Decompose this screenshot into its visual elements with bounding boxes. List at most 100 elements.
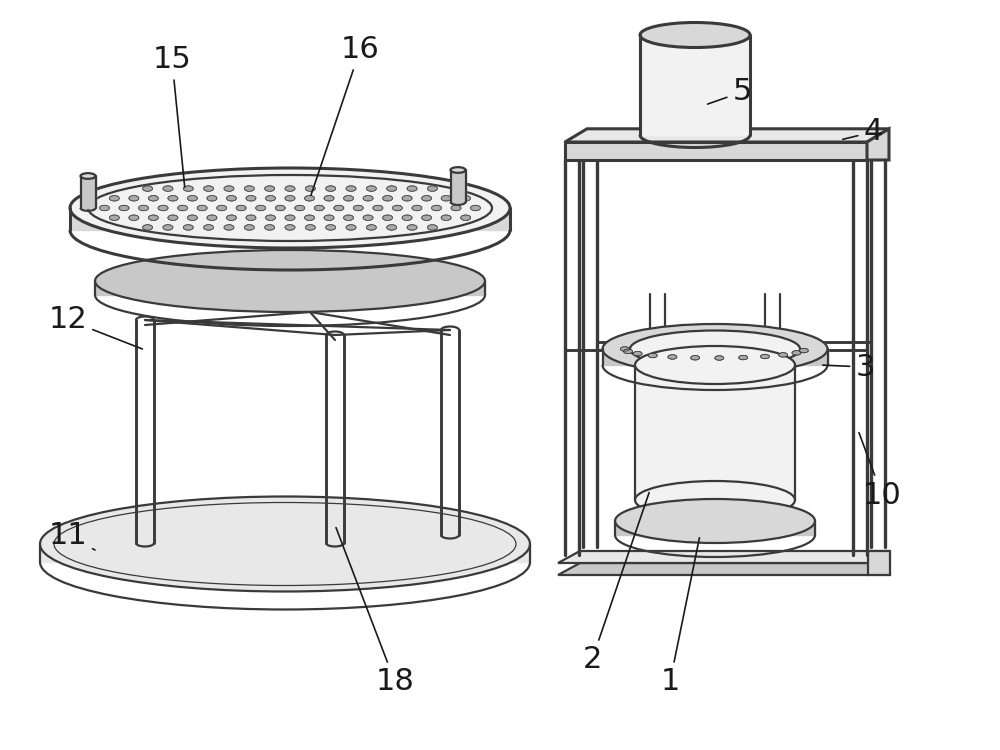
- Ellipse shape: [461, 215, 471, 220]
- Ellipse shape: [715, 356, 724, 360]
- Ellipse shape: [265, 196, 275, 201]
- Ellipse shape: [295, 206, 305, 211]
- Ellipse shape: [363, 215, 373, 220]
- Ellipse shape: [640, 22, 750, 47]
- Polygon shape: [635, 365, 795, 500]
- Ellipse shape: [305, 225, 315, 230]
- Ellipse shape: [143, 186, 153, 191]
- Text: 5: 5: [708, 77, 752, 106]
- Polygon shape: [565, 129, 889, 142]
- Ellipse shape: [427, 225, 437, 230]
- Ellipse shape: [422, 215, 432, 220]
- Ellipse shape: [204, 225, 214, 230]
- Ellipse shape: [285, 225, 295, 230]
- Ellipse shape: [635, 346, 795, 384]
- Ellipse shape: [792, 350, 801, 355]
- Polygon shape: [867, 129, 889, 160]
- Polygon shape: [867, 129, 889, 160]
- Ellipse shape: [265, 225, 275, 230]
- Ellipse shape: [217, 206, 227, 211]
- Polygon shape: [565, 129, 889, 142]
- Ellipse shape: [109, 196, 119, 201]
- Ellipse shape: [246, 215, 256, 220]
- Ellipse shape: [451, 206, 461, 211]
- Ellipse shape: [305, 196, 315, 201]
- Polygon shape: [565, 142, 867, 160]
- Ellipse shape: [226, 215, 236, 220]
- Ellipse shape: [285, 196, 295, 201]
- Ellipse shape: [779, 352, 788, 357]
- Ellipse shape: [326, 225, 336, 230]
- Polygon shape: [95, 281, 485, 295]
- Ellipse shape: [668, 355, 677, 359]
- Ellipse shape: [630, 331, 800, 368]
- Ellipse shape: [366, 225, 376, 230]
- Text: 16: 16: [311, 35, 379, 195]
- Ellipse shape: [366, 186, 376, 191]
- Polygon shape: [640, 35, 750, 135]
- Ellipse shape: [407, 186, 417, 191]
- Ellipse shape: [624, 350, 633, 354]
- Polygon shape: [558, 551, 890, 563]
- Ellipse shape: [635, 481, 795, 519]
- Ellipse shape: [402, 215, 412, 220]
- Ellipse shape: [427, 186, 437, 191]
- Ellipse shape: [441, 196, 451, 201]
- Ellipse shape: [226, 196, 236, 201]
- Text: 12: 12: [49, 305, 142, 349]
- Ellipse shape: [207, 215, 217, 220]
- Ellipse shape: [344, 215, 354, 220]
- Ellipse shape: [387, 186, 397, 191]
- Ellipse shape: [346, 225, 356, 230]
- Ellipse shape: [346, 186, 356, 191]
- Ellipse shape: [207, 196, 217, 201]
- Ellipse shape: [441, 215, 451, 220]
- Ellipse shape: [256, 206, 266, 211]
- Ellipse shape: [620, 346, 629, 351]
- Text: 2: 2: [582, 493, 649, 674]
- Ellipse shape: [80, 173, 96, 178]
- Ellipse shape: [314, 206, 324, 211]
- Ellipse shape: [739, 356, 748, 360]
- Ellipse shape: [691, 356, 700, 360]
- Ellipse shape: [387, 225, 397, 230]
- Polygon shape: [565, 142, 867, 160]
- Polygon shape: [602, 349, 828, 365]
- Text: 3: 3: [823, 352, 875, 382]
- Ellipse shape: [95, 250, 485, 312]
- Ellipse shape: [148, 215, 158, 220]
- Ellipse shape: [244, 186, 254, 191]
- Text: 4: 4: [843, 118, 883, 146]
- Ellipse shape: [168, 215, 178, 220]
- Ellipse shape: [353, 206, 363, 211]
- Polygon shape: [558, 551, 890, 563]
- Text: 1: 1: [660, 538, 699, 697]
- Ellipse shape: [265, 186, 275, 191]
- Text: 10: 10: [859, 433, 901, 509]
- Ellipse shape: [40, 496, 530, 592]
- Ellipse shape: [431, 206, 441, 211]
- Ellipse shape: [70, 168, 510, 248]
- Ellipse shape: [100, 206, 110, 211]
- Ellipse shape: [450, 167, 466, 172]
- Ellipse shape: [139, 206, 149, 211]
- Ellipse shape: [244, 225, 254, 230]
- Text: 15: 15: [153, 46, 191, 188]
- Ellipse shape: [197, 206, 207, 211]
- Polygon shape: [868, 551, 890, 575]
- Ellipse shape: [236, 206, 246, 211]
- Ellipse shape: [143, 225, 153, 230]
- Ellipse shape: [615, 499, 815, 543]
- Ellipse shape: [224, 186, 234, 191]
- Ellipse shape: [602, 324, 828, 374]
- Ellipse shape: [163, 225, 173, 230]
- Ellipse shape: [204, 186, 214, 191]
- Ellipse shape: [471, 206, 480, 211]
- Ellipse shape: [129, 196, 139, 201]
- Polygon shape: [868, 551, 890, 575]
- Ellipse shape: [305, 186, 315, 191]
- Ellipse shape: [461, 196, 471, 201]
- Ellipse shape: [799, 348, 808, 352]
- Ellipse shape: [224, 225, 234, 230]
- Ellipse shape: [168, 196, 178, 201]
